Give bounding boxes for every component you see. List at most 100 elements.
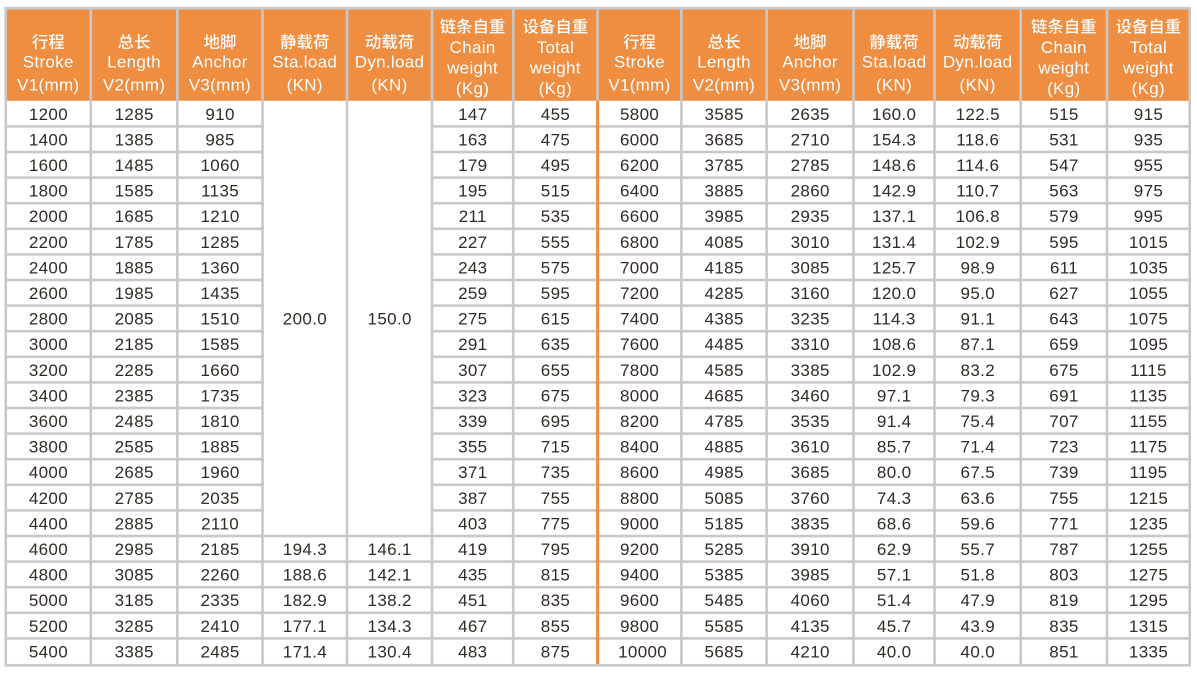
svg-text:3385: 3385	[791, 361, 830, 380]
svg-text:2935: 2935	[791, 207, 830, 226]
svg-text:2485: 2485	[200, 642, 239, 661]
svg-text:(Kg): (Kg)	[539, 79, 572, 98]
svg-text:243: 243	[458, 258, 487, 277]
svg-text:68.6: 68.6	[877, 514, 912, 533]
svg-text:1060: 1060	[200, 156, 239, 175]
svg-text:79.3: 79.3	[961, 386, 996, 405]
svg-text:106.8: 106.8	[956, 207, 1000, 226]
svg-text:1210: 1210	[200, 207, 239, 226]
svg-text:1155: 1155	[1130, 412, 1168, 431]
svg-text:2485: 2485	[115, 412, 154, 431]
svg-text:80.0: 80.0	[877, 463, 912, 482]
svg-text:2200: 2200	[29, 233, 68, 252]
svg-text:3385: 3385	[115, 642, 154, 661]
svg-text:8000: 8000	[620, 386, 659, 405]
svg-text:4185: 4185	[705, 258, 744, 277]
svg-text:2600: 2600	[29, 284, 68, 303]
svg-text:71.4: 71.4	[961, 438, 996, 457]
svg-text:955: 955	[1134, 156, 1163, 175]
svg-text:Stroke: Stroke	[23, 53, 74, 72]
svg-text:3585: 3585	[705, 105, 744, 124]
svg-text:3185: 3185	[115, 591, 154, 610]
svg-text:5185: 5185	[705, 514, 744, 533]
svg-text:6800: 6800	[620, 233, 659, 252]
svg-text:1075: 1075	[1129, 310, 1168, 329]
svg-text:3685: 3685	[705, 130, 744, 149]
svg-text:1600: 1600	[29, 156, 68, 175]
svg-text:1200: 1200	[29, 105, 68, 124]
svg-text:307: 307	[458, 361, 487, 380]
svg-text:47.9: 47.9	[961, 591, 996, 610]
svg-text:3010: 3010	[791, 233, 830, 252]
svg-text:2085: 2085	[115, 310, 154, 329]
svg-text:5800: 5800	[620, 105, 659, 124]
svg-text:595: 595	[1049, 233, 1078, 252]
svg-text:547: 547	[1049, 156, 1078, 175]
svg-text:40.0: 40.0	[877, 642, 912, 661]
svg-text:775: 775	[541, 514, 570, 533]
svg-text:1585: 1585	[200, 335, 239, 354]
svg-text:57.1: 57.1	[877, 566, 912, 585]
svg-text:451: 451	[458, 591, 487, 610]
svg-text:102.9: 102.9	[872, 361, 916, 380]
svg-text:1175: 1175	[1130, 438, 1168, 457]
svg-text:3460: 3460	[791, 386, 830, 405]
svg-text:435: 435	[458, 566, 487, 585]
svg-text:323: 323	[458, 386, 487, 405]
svg-text:5585: 5585	[705, 617, 744, 636]
svg-text:1015: 1015	[1129, 233, 1168, 252]
svg-text:83.2: 83.2	[961, 361, 996, 380]
svg-text:1315: 1315	[1129, 617, 1168, 636]
svg-text:291: 291	[458, 335, 487, 354]
svg-text:9000: 9000	[620, 514, 659, 533]
svg-text:Chain: Chain	[1041, 38, 1087, 57]
svg-text:114.6: 114.6	[956, 156, 999, 175]
svg-text:755: 755	[541, 489, 570, 508]
svg-text:531: 531	[1049, 130, 1078, 149]
svg-text:3800: 3800	[29, 438, 68, 457]
svg-text:1735: 1735	[200, 386, 239, 405]
svg-text:259: 259	[458, 284, 487, 303]
svg-text:615: 615	[541, 310, 570, 329]
svg-text:8200: 8200	[620, 412, 659, 431]
svg-text:(KN): (KN)	[371, 76, 407, 95]
svg-text:95.0: 95.0	[961, 284, 996, 303]
svg-text:2110: 2110	[201, 514, 239, 533]
svg-text:7600: 7600	[620, 335, 659, 354]
svg-text:3310: 3310	[791, 335, 830, 354]
svg-text:6400: 6400	[620, 182, 659, 201]
svg-text:98.9: 98.9	[961, 258, 996, 277]
svg-text:7400: 7400	[620, 310, 659, 329]
svg-text:V2(mm): V2(mm)	[103, 76, 165, 95]
svg-text:40.0: 40.0	[961, 642, 996, 661]
svg-text:655: 655	[541, 361, 570, 380]
svg-text:3885: 3885	[705, 182, 744, 201]
svg-text:4685: 4685	[705, 386, 744, 405]
svg-text:1585: 1585	[115, 182, 154, 201]
svg-text:4785: 4785	[705, 412, 744, 431]
svg-text:9800: 9800	[620, 617, 659, 636]
svg-text:5285: 5285	[705, 540, 744, 559]
svg-text:1135: 1135	[1130, 386, 1168, 405]
svg-text:weight: weight	[1122, 59, 1174, 78]
svg-text:91.4: 91.4	[877, 412, 912, 431]
svg-text:188.6: 188.6	[283, 566, 327, 585]
svg-text:200.0: 200.0	[283, 310, 327, 329]
svg-text:643: 643	[1049, 310, 1078, 329]
svg-text:7000: 7000	[620, 258, 659, 277]
svg-text:975: 975	[1134, 182, 1163, 201]
svg-text:1055: 1055	[1129, 284, 1168, 303]
svg-text:(Kg): (Kg)	[1132, 79, 1165, 98]
svg-text:Sta.load: Sta.load	[272, 53, 337, 72]
svg-text:985: 985	[205, 130, 234, 149]
svg-text:1095: 1095	[1129, 335, 1168, 354]
svg-text:(KN): (KN)	[287, 76, 323, 95]
svg-text:2800: 2800	[29, 310, 68, 329]
svg-text:787: 787	[1049, 540, 1078, 559]
svg-text:4060: 4060	[791, 591, 830, 610]
svg-text:2785: 2785	[115, 489, 154, 508]
svg-text:915: 915	[1134, 105, 1163, 124]
svg-text:Anchor: Anchor	[782, 53, 838, 72]
svg-text:371: 371	[458, 463, 487, 482]
svg-text:Total: Total	[1130, 38, 1167, 57]
